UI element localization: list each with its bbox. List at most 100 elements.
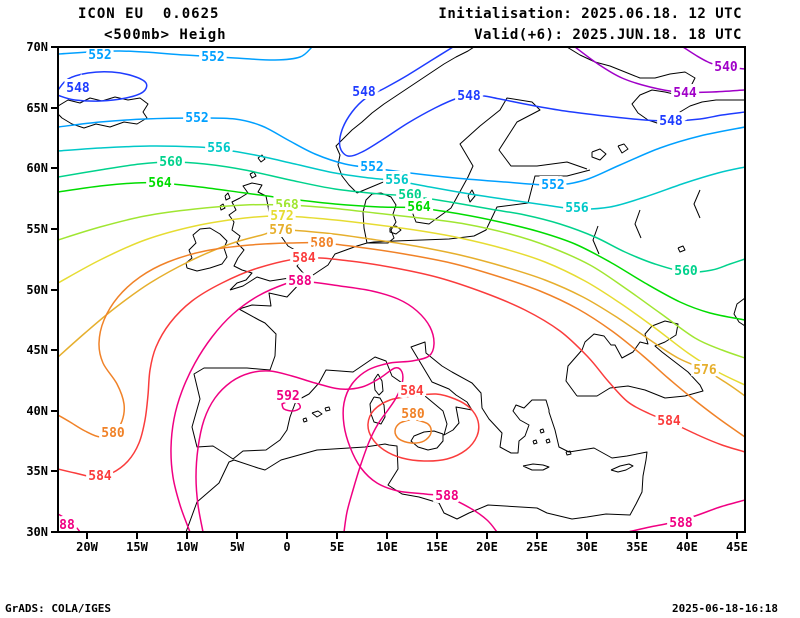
contour-580 [394, 418, 432, 444]
coastline-russia-lake [677, 245, 686, 253]
coastlines-layer [59, 48, 744, 531]
contour-label-556: 556 [385, 173, 409, 188]
coastline-hebrides-2 [219, 203, 226, 211]
contour-label-halo-588: 88 [59, 518, 75, 533]
contour-label-564: 564 [407, 200, 431, 215]
lon-label-20W: 20W [76, 540, 98, 554]
coastline-sicily [410, 430, 444, 451]
coastline-corsica [373, 373, 384, 396]
grads-credit: GrADS: COLA/IGES [5, 602, 111, 615]
contour-584 [59, 256, 744, 478]
lon-label-5E: 5E [330, 540, 344, 554]
coastline-aegean-island-3 [545, 438, 551, 444]
contour-label-592: 592 [276, 389, 299, 404]
contour-label-548: 548 [457, 89, 481, 104]
lon-label-35E: 35E [626, 540, 648, 554]
lat-label-55N: 55N [26, 222, 48, 236]
contour-576 [59, 229, 744, 397]
coastline-caspian-edge [733, 298, 744, 326]
coastline-hebrides-1 [224, 192, 231, 201]
contour-552 [59, 48, 313, 61]
coastline-aegean-island-2 [532, 439, 538, 445]
contour-label-halo-584: 584 [400, 384, 424, 399]
contour-592 [281, 400, 302, 412]
contour-label-572: 572 [270, 209, 293, 224]
contour-label-552: 552 [360, 160, 383, 175]
coastline-crete [522, 463, 550, 471]
contour-label-556: 556 [565, 201, 589, 216]
contour-label-halo-592: 592 [276, 389, 299, 404]
contour-label-580: 580 [401, 407, 425, 422]
contour-544 [575, 48, 744, 94]
contour-label-548: 548 [352, 85, 376, 100]
lon-label-40E: 40E [676, 540, 698, 554]
coastline-menorca [324, 406, 331, 412]
contour-540 [683, 48, 744, 70]
contour-label-halo-588: 588 [435, 489, 459, 504]
coastline-iceland [59, 96, 149, 129]
contour-label-halo-584: 584 [657, 414, 681, 429]
contour-label-580: 580 [310, 236, 334, 251]
contour-label-584: 584 [292, 251, 316, 266]
contour-588 [170, 280, 498, 531]
contour-label-548: 548 [659, 114, 683, 129]
coastline-gotland [467, 189, 476, 203]
lon-label-5W: 5W [230, 540, 245, 554]
contour-label-halo-576: 576 [269, 223, 293, 238]
contour-label-540: 540 [714, 60, 738, 75]
lon-label-25E: 25E [526, 540, 548, 554]
contour-label-544: 544 [673, 86, 697, 101]
lat-label-60N: 60N [26, 161, 48, 175]
contour-label-halo-576: 576 [693, 363, 717, 378]
contours-layer [59, 48, 744, 531]
contour-label-548: 548 [66, 81, 90, 96]
contour-label-halo-588: 588 [288, 274, 312, 289]
axes-layer: 70N 65N 60N 55N 50N 45N 40N 35N 30N 20W 15W 10W 5W 0 5… [26, 40, 748, 554]
coastline-lake-ladoga [591, 148, 607, 161]
contour-label-588: 88 [59, 518, 75, 533]
contour-label-584: 584 [657, 414, 681, 429]
contour-556 [59, 145, 744, 210]
lat-label-65N: 65N [26, 101, 48, 115]
contour-label-552: 552 [185, 111, 208, 126]
contour-584 [367, 393, 480, 462]
contour-label-halo-580: 580 [310, 236, 334, 251]
coastline-ibiza [302, 417, 308, 423]
contour-label-halo-580: 580 [101, 426, 125, 441]
model-title: ICON EU 0.0625 [78, 6, 220, 22]
contour-label-580: 580 [101, 426, 125, 441]
coastline-great-britain [228, 182, 305, 291]
contour-label-564: 564 [148, 176, 172, 191]
lon-label-30E: 30E [576, 540, 598, 554]
coastline-rhodes [565, 450, 572, 456]
lat-label-45N: 45N [26, 343, 48, 357]
contour-label-584: 584 [400, 384, 424, 399]
contour-560 [59, 161, 744, 274]
contour-label-552: 552 [541, 178, 564, 193]
coastline-europe-africa-mainland [185, 169, 648, 531]
lat-label-30N: 30N [26, 525, 48, 539]
contour-label-halo-552: 552 [185, 111, 208, 126]
lon-label-0: 0 [283, 540, 290, 554]
coastline-russia-river-3 [693, 189, 701, 219]
lon-label-45E: 45E [726, 540, 748, 554]
contour-label-halo-552: 552 [88, 48, 111, 63]
coastline-lake-onega [617, 143, 629, 154]
contour-label-halo-560: 560 [674, 264, 698, 279]
contour-label-halo-580: 580 [401, 407, 425, 422]
contour-label-halo-560: 560 [398, 188, 422, 203]
coastline-orkney [249, 171, 257, 179]
contour-label-568: 568 [275, 198, 299, 213]
contour-label-halo-548: 548 [457, 89, 481, 104]
contour-label-576: 576 [269, 223, 293, 238]
contour-564 [59, 181, 744, 321]
coastline-ireland [185, 227, 228, 272]
contour-548 [59, 71, 148, 102]
coastline-russia-river-1 [592, 225, 600, 255]
contour-552 [59, 117, 744, 186]
lon-label-15W: 15W [126, 540, 148, 554]
contour-label-halo-548: 548 [66, 81, 90, 96]
contour-588 [629, 499, 744, 531]
